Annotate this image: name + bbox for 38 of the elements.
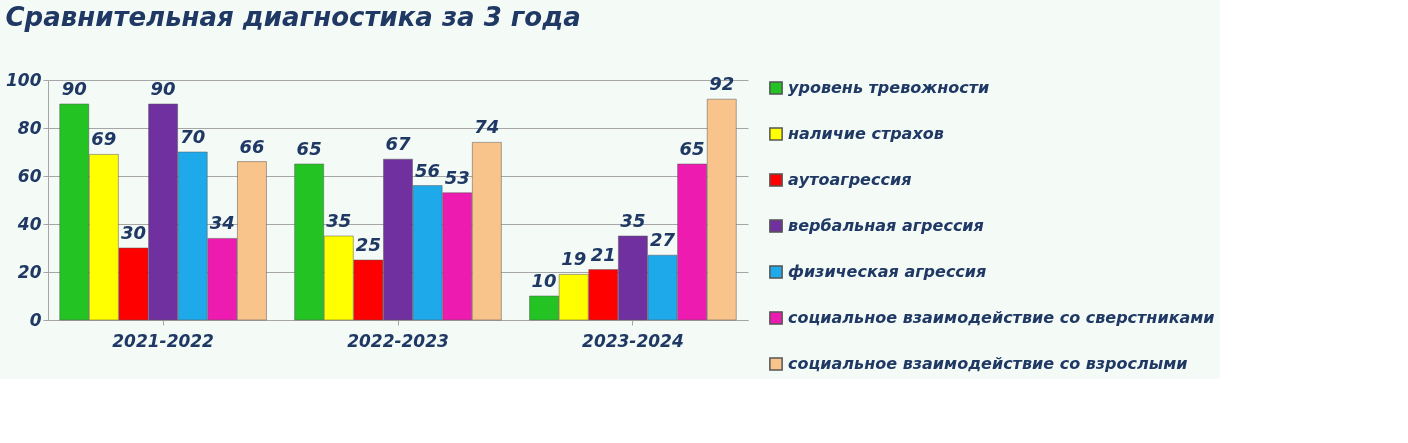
data-label: 56: [415, 159, 441, 181]
y-tick-label: 60: [17, 165, 42, 186]
data-label: 67: [385, 133, 411, 155]
legend-label: социальное взаимодействие со сверстниками: [788, 308, 1215, 327]
y-tick-label: 20: [17, 261, 42, 282]
data-label: 19: [561, 248, 587, 270]
data-label: 35: [620, 210, 646, 231]
y-tick-label: 100: [6, 69, 42, 90]
data-label: 65: [679, 138, 705, 159]
data-label: 92: [709, 73, 735, 95]
data-label: 21: [590, 243, 616, 265]
data-label: 65: [296, 138, 322, 159]
data-label: 35: [326, 210, 352, 231]
data-label: 69: [91, 128, 117, 150]
x-tick-label: 2021-2022: [112, 330, 214, 351]
legend-label: наличие страхов: [788, 124, 944, 143]
chart-title: Сравнительная диагностика за 3 года: [5, 2, 581, 32]
legend-label: социальное взаимодействие со взрослыми: [788, 354, 1188, 373]
data-label: 27: [649, 229, 676, 251]
data-label: 70: [180, 126, 206, 147]
data-label: 25: [355, 234, 381, 255]
legend-label: вербальная агрессия: [788, 216, 984, 235]
y-tick-label: 0: [29, 309, 42, 330]
data-label: 66: [239, 135, 265, 157]
data-label: 74: [474, 116, 500, 138]
x-tick-label: 2022-2023: [347, 330, 449, 351]
data-label: 10: [531, 270, 557, 291]
x-tick-label: 2023-2024: [582, 330, 684, 351]
data-label: 53: [444, 166, 470, 188]
legend-label: аутоагрессия: [788, 170, 912, 189]
legend-label: физическая агрессия: [788, 262, 987, 281]
data-label: 90: [150, 78, 176, 99]
data-label: 34: [209, 212, 235, 234]
data-label: 90: [61, 78, 87, 99]
legend-label: уровень тревожности: [788, 78, 990, 97]
data-label: 30: [120, 222, 147, 243]
y-tick-label: 40: [16, 213, 42, 234]
y-tick-label: 80: [17, 117, 42, 138]
